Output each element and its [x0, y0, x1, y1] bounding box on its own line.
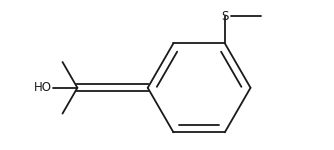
Text: S: S: [221, 10, 228, 23]
Text: HO: HO: [34, 81, 52, 94]
